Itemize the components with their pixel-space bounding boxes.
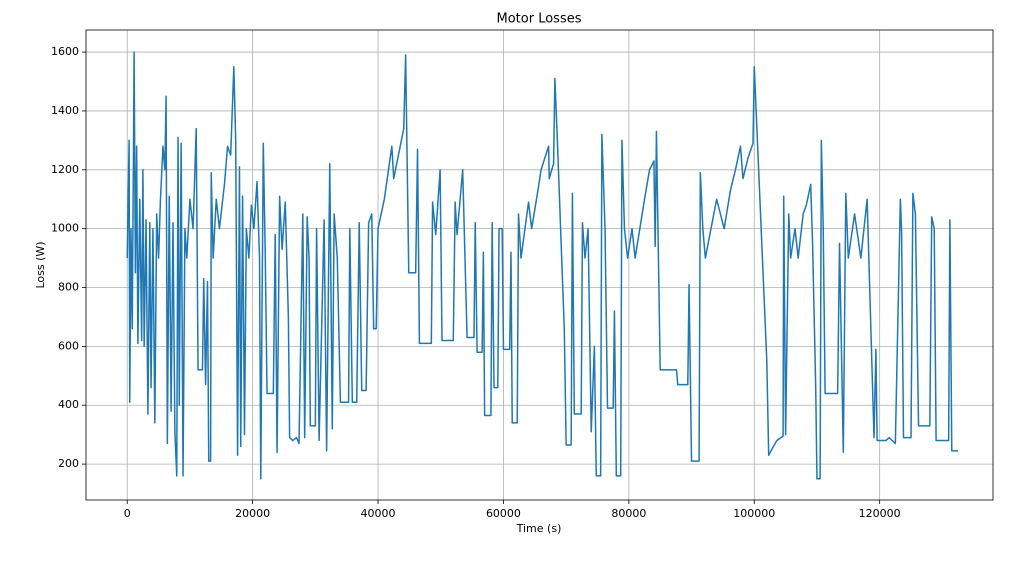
y-tick-label: 1600 (51, 45, 79, 58)
y-axis-label: Loss (W) (34, 241, 47, 288)
x-tick-label: 100000 (733, 507, 775, 520)
y-tick-label: 400 (58, 398, 79, 411)
y-tick-label: 200 (58, 457, 79, 470)
x-tick-label: 20000 (235, 507, 270, 520)
y-tick-label: 1000 (51, 222, 79, 235)
x-tick-label: 40000 (361, 507, 396, 520)
x-axis-label: Time (s) (516, 522, 562, 535)
plot-frame (85, 29, 994, 501)
y-tick-label: 800 (58, 281, 79, 294)
x-tick-label: 80000 (611, 507, 646, 520)
x-tick-label: 0 (124, 507, 131, 520)
data-line (126, 51, 959, 480)
x-tick-label: 60000 (486, 507, 521, 520)
y-tick-label: 1400 (51, 104, 79, 117)
y-tick-label: 600 (58, 339, 79, 352)
y-tick-label: 1200 (51, 163, 79, 176)
x-tick-label: 120000 (859, 507, 901, 520)
chart-title: Motor Losses (497, 12, 582, 27)
